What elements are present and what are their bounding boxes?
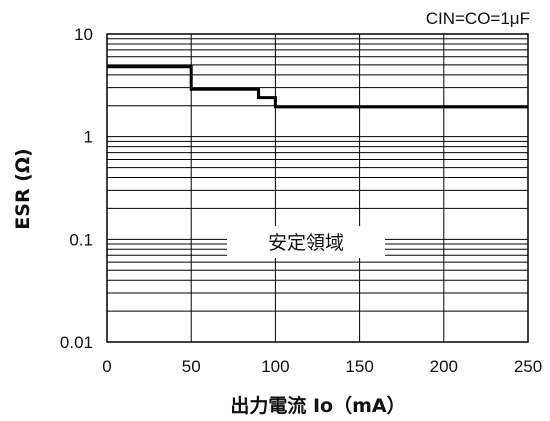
x-tick-label: 200	[430, 357, 458, 376]
y-tick-label: 1	[84, 128, 93, 147]
x-tick-label: 0	[102, 357, 111, 376]
region-label-box: 安定領域	[227, 226, 385, 258]
y-tick-labels: 0.01 0.1 1 10	[60, 25, 93, 352]
x-tick-label: 50	[182, 357, 201, 376]
x-tick-label: 250	[514, 357, 542, 376]
y-tick-label: 0.01	[60, 333, 93, 352]
x-axis-title: 出力電流 Io（mA）	[230, 394, 405, 417]
x-tick-labels: 0 50 100 150 200 250	[102, 357, 542, 376]
condition-label: CIN=CO=1μF	[426, 9, 530, 28]
y-tick-label: 10	[74, 25, 93, 44]
esr-limit-line	[107, 65, 528, 109]
region-label: 安定領域	[268, 232, 344, 254]
plot-area	[107, 34, 528, 342]
x-tick-label: 150	[345, 357, 373, 376]
y-tick-label: 0.1	[69, 230, 93, 249]
region-label-bg	[227, 226, 385, 258]
y-axis-title: ESR (Ω)	[12, 148, 34, 229]
x-tick-label: 100	[261, 357, 289, 376]
series-layer	[107, 65, 528, 109]
plot-border	[106, 33, 529, 343]
